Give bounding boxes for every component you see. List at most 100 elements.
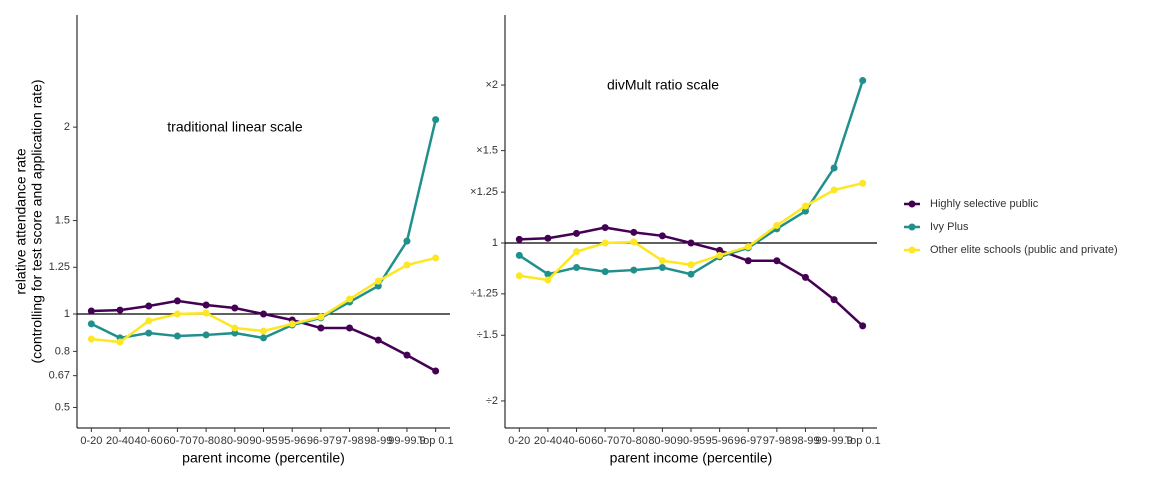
point	[544, 276, 552, 284]
point	[145, 329, 153, 337]
point	[116, 306, 124, 314]
y-tick-label: 1	[64, 308, 70, 320]
point	[374, 282, 382, 290]
point	[87, 307, 95, 315]
x-tick-label: 40-60	[135, 435, 163, 447]
y-tick-label: 1.5	[55, 214, 70, 226]
y-tick-label: ×2	[485, 79, 498, 91]
point	[288, 320, 296, 328]
point	[801, 273, 809, 281]
y-tick-label: ÷2	[486, 395, 498, 407]
annotation: traditional linear scale	[167, 119, 303, 135]
point	[830, 164, 838, 172]
point	[658, 232, 666, 240]
point	[515, 235, 523, 243]
y-tick-label: 0.5	[55, 401, 70, 413]
point	[432, 116, 440, 124]
point	[403, 261, 411, 269]
y-tick-label: 0.8	[55, 345, 70, 357]
annotation: divMult ratio scale	[607, 77, 719, 93]
point	[317, 324, 325, 332]
point	[744, 243, 752, 251]
point	[801, 202, 809, 210]
point	[374, 277, 382, 285]
point	[859, 179, 867, 187]
point	[601, 268, 609, 276]
x-tick-label: 96-97	[734, 435, 762, 447]
point	[687, 270, 695, 278]
point	[801, 207, 809, 215]
x-tick-label: 98-99	[791, 435, 819, 447]
point	[432, 254, 440, 262]
x-axis-label: parent income (percentile)	[610, 450, 773, 466]
point	[515, 251, 523, 259]
legend-label: Highly selective public	[930, 198, 1039, 210]
point	[87, 335, 95, 343]
x-tick-label: 70-80	[620, 435, 648, 447]
point	[374, 336, 382, 344]
y-axis-label: (controlling for test score and applicat…	[29, 79, 45, 363]
x-tick-label: 95-96	[706, 435, 734, 447]
point	[658, 257, 666, 265]
point	[346, 324, 354, 332]
x-tick-label: 96-97	[307, 435, 335, 447]
point	[317, 313, 325, 321]
x-tick-label: 95-96	[278, 435, 306, 447]
y-tick-label: 0.67	[49, 370, 70, 382]
x-tick-label: 98-99	[364, 435, 392, 447]
point	[773, 257, 781, 265]
y-tick-label: 2	[64, 121, 70, 133]
point	[515, 272, 523, 280]
point	[573, 248, 581, 256]
point	[830, 186, 838, 194]
point	[830, 296, 838, 304]
point	[231, 304, 239, 312]
point	[87, 320, 95, 328]
series-line	[90, 119, 437, 340]
point	[658, 264, 666, 272]
point	[544, 270, 552, 278]
point	[630, 228, 638, 236]
x-tick-label: 0-20	[508, 435, 530, 447]
point	[145, 317, 153, 325]
point	[202, 301, 210, 309]
x-tick-label: 40-60	[562, 435, 590, 447]
point	[260, 310, 267, 318]
y-tick-label: ×1.5	[476, 145, 498, 157]
x-tick-label: 20-40	[534, 435, 562, 447]
x-tick-label: 70-80	[192, 435, 220, 447]
legend-swatch-dot	[908, 200, 916, 208]
x-tick-label: 90-95	[677, 435, 705, 447]
x-tick-label: 20-40	[106, 435, 134, 447]
y-axis-label: relative attendance rate	[13, 148, 29, 295]
x-tick-label: 60-70	[163, 435, 191, 447]
point	[231, 329, 239, 337]
point	[173, 297, 181, 305]
point	[403, 237, 411, 245]
point	[687, 261, 695, 269]
x-tick-label: 99-99.9	[388, 435, 425, 447]
point	[173, 310, 181, 318]
point	[116, 338, 124, 346]
y-tick-label: ÷1.5	[477, 329, 498, 341]
x-tick-label: 80-90	[648, 435, 676, 447]
point	[687, 239, 695, 247]
point	[630, 238, 638, 246]
point	[716, 251, 724, 259]
x-tick-label: Top 0.1	[418, 435, 454, 447]
x-tick-label: 97-98	[763, 435, 791, 447]
point	[544, 234, 552, 242]
point	[601, 224, 609, 232]
point	[432, 367, 440, 375]
point	[573, 229, 581, 237]
point	[202, 309, 210, 317]
point	[260, 327, 267, 335]
point	[202, 331, 210, 339]
point	[859, 322, 867, 330]
point	[145, 302, 153, 310]
point	[231, 324, 239, 332]
point	[260, 334, 267, 342]
point	[859, 77, 867, 85]
point	[346, 295, 354, 303]
